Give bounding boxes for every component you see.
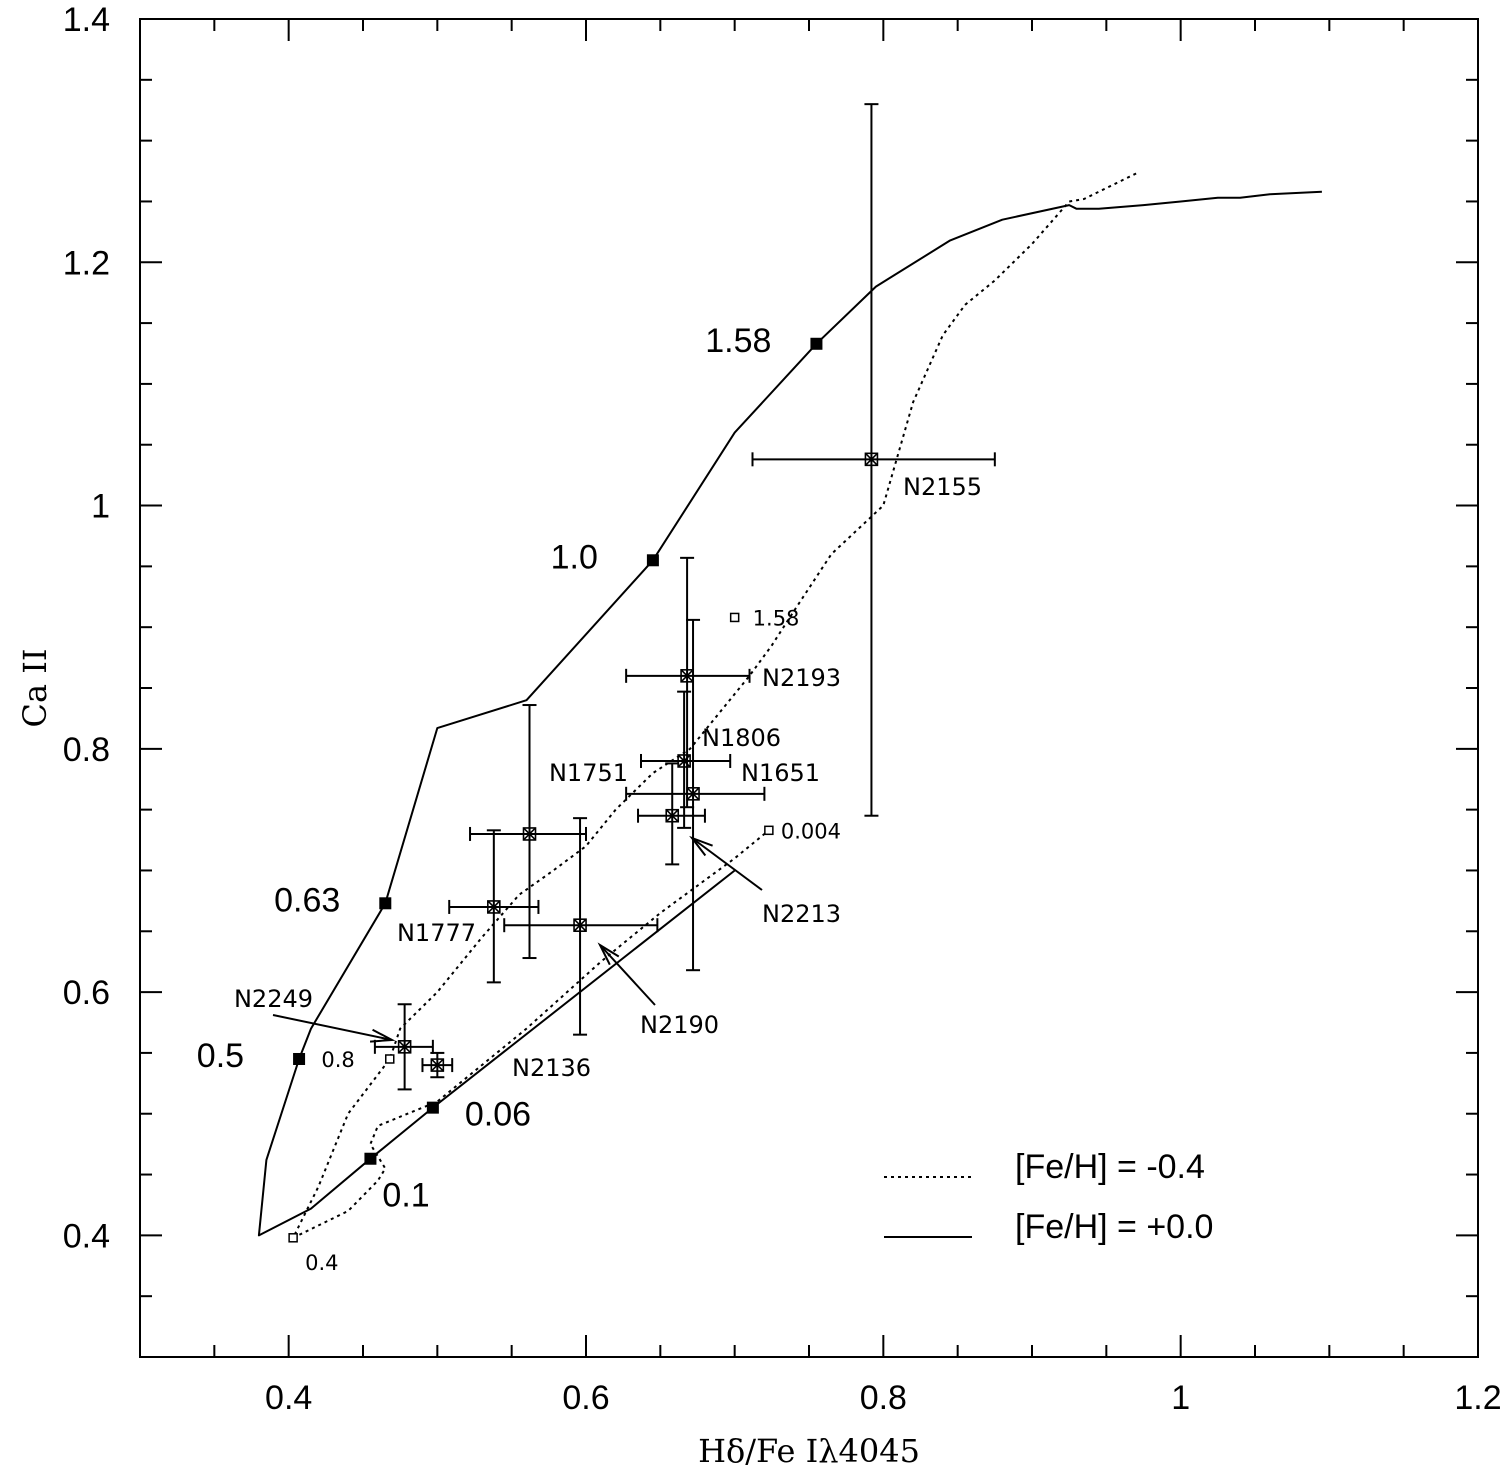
age-marker-solar-0 (810, 337, 823, 350)
legend-label-solar: [Fe/H] = +0.0 (1015, 1208, 1213, 1246)
cluster-point-n1651 (686, 787, 700, 801)
point-diag-2 (864, 452, 879, 466)
arrow-n2190 (597, 942, 656, 1006)
cluster-point-n1777 (487, 900, 501, 914)
arrow-head (597, 942, 620, 966)
cluster-point-n2213 (665, 808, 680, 823)
axis-ticks: 0.4 0.6 0.8 1 1.2 0.4 0.6 0.8 1 1.2 1.4 (63, 1, 1502, 1417)
series-line-0 (257, 190, 1322, 1237)
legend: [Fe/H] = -0.4 [Fe/H] = +0.0 (884, 1148, 1213, 1246)
cluster-points (397, 452, 879, 1072)
y-tick-label: 0.6 (63, 974, 110, 1012)
y-tick-label: 0.8 (63, 731, 110, 769)
point-diag-2 (677, 754, 691, 768)
cluster-point-n2249 (397, 1040, 412, 1054)
arrow-n2249 (272, 1014, 396, 1043)
point-box (665, 808, 680, 823)
point-box (522, 827, 537, 841)
age-label-solar: 1.0 (551, 538, 598, 576)
arrow-shaft (599, 944, 656, 1006)
cluster-label-n1806: N1806 (702, 724, 781, 752)
age-label-subsolar: 0.4 (305, 1251, 338, 1275)
point-box (680, 669, 694, 683)
label-arrows (272, 835, 763, 1043)
cluster-point-n2193 (680, 669, 694, 683)
x-axis-label: Hδ/Fe Iλ4045 (698, 1432, 920, 1470)
cluster-point-n2155 (864, 452, 879, 467)
point-diag-2 (522, 827, 537, 841)
y-tick-label: 1.2 (63, 244, 110, 282)
arrow-head (369, 1028, 396, 1043)
age-marker-subsolar-1 (385, 1054, 395, 1064)
cluster-label-n2136: N2136 (512, 1054, 591, 1082)
x-tick-label: 0.8 (860, 1379, 907, 1417)
cluster-point-n2136 (430, 1058, 445, 1072)
age-marker-solar-5 (364, 1152, 377, 1165)
cluster-label-n1777: N1777 (397, 919, 476, 947)
point-diag-2 (398, 1040, 412, 1054)
point-diag-2 (665, 809, 679, 823)
age-label-solar: 0.1 (382, 1177, 429, 1215)
cluster-point-n1751 (522, 827, 537, 841)
point-box (430, 1058, 445, 1072)
point-box (397, 1040, 412, 1054)
y-tick-label: 1.4 (63, 1, 110, 39)
cluster-label-n1651: N1651 (741, 759, 820, 787)
point-diag-2 (487, 900, 501, 914)
age-marker-subsolar-2 (764, 825, 774, 836)
age-marker-subsolar-3 (288, 1233, 298, 1243)
cluster-point-n1806 (677, 754, 691, 768)
cluster-label-n2213: N2213 (762, 900, 841, 928)
cluster-label-n2249: N2249 (234, 985, 313, 1013)
y-tick-label: 1 (91, 488, 110, 526)
point-box (686, 787, 700, 801)
cluster-label-n2193: N2193 (762, 664, 841, 692)
text-labels: 1.58 1.0 0.63 0.5 0.06 0.1 1.58 0.8 0.004 0.4 N215… (197, 322, 982, 1275)
age-marker-solar-2 (379, 897, 392, 910)
legend-label-subsolar: [Fe/H] = -0.4 (1015, 1148, 1205, 1186)
arrow-shaft (272, 1014, 393, 1041)
model-curves (257, 172, 1322, 1239)
point-diag-2 (430, 1058, 444, 1072)
y-tick-label: 0.4 (63, 1217, 110, 1255)
x-tick-label: 1 (1171, 1379, 1190, 1417)
arrow-n2213 (689, 835, 763, 891)
age-label-solar: 0.5 (197, 1037, 244, 1075)
age-marker-solar-4 (426, 1101, 439, 1114)
cluster-error-bars (373, 103, 996, 1091)
point-diag-2 (680, 669, 694, 683)
cluster-label-n2155: N2155 (903, 473, 982, 501)
series-line-2 (292, 829, 770, 1239)
age-label-subsolar: 0.004 (781, 819, 841, 843)
age-label-solar: 0.06 (465, 1096, 531, 1134)
arrow-head (689, 835, 713, 857)
age-marker-subsolar-0 (729, 612, 740, 623)
age-label-solar: 1.58 (705, 322, 771, 360)
age-markers (288, 337, 823, 1243)
cluster-point-n2190 (573, 918, 587, 932)
point-box (864, 452, 879, 467)
point-box (487, 900, 501, 914)
age-label-subsolar: 0.8 (321, 1048, 354, 1072)
y-axis-label: Ca II (16, 648, 54, 727)
age-label-subsolar: 1.58 (753, 606, 800, 630)
age-marker-solar-3 (293, 1052, 306, 1065)
point-diag-2 (573, 918, 587, 932)
x-tick-label: 0.6 (562, 1379, 609, 1417)
point-box (573, 918, 587, 932)
point-box (677, 754, 691, 768)
x-tick-label: 1.2 (1454, 1379, 1501, 1417)
arrow-shaft (691, 837, 763, 891)
age-label-solar: 0.63 (274, 881, 340, 919)
cluster-label-n1751: N1751 (549, 759, 628, 787)
age-marker-solar-1 (646, 554, 659, 567)
point-diag-2 (686, 787, 700, 801)
cluster-label-n2190: N2190 (640, 1011, 719, 1039)
x-tick-label: 0.4 (265, 1379, 312, 1417)
